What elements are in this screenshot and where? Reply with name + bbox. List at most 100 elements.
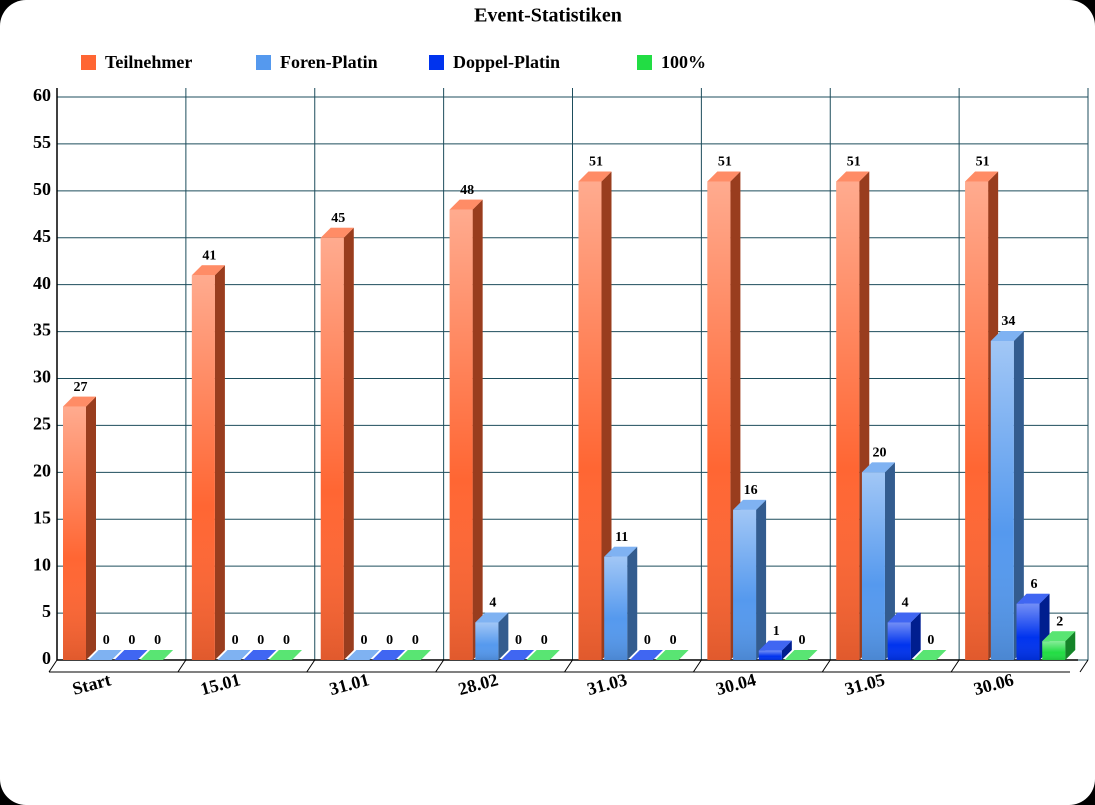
bar bbox=[578, 171, 612, 660]
x-tick bbox=[48, 659, 58, 673]
bar-top-shade bbox=[114, 650, 148, 660]
bar-side bbox=[343, 227, 354, 660]
bar-top bbox=[63, 396, 96, 407]
bar bbox=[965, 171, 999, 660]
y-tick-label: 15 bbox=[33, 507, 51, 527]
bar-top bbox=[784, 650, 818, 660]
y-tick-label: 50 bbox=[33, 179, 51, 199]
bar bbox=[1016, 593, 1050, 660]
y-tick-label: 45 bbox=[33, 226, 51, 246]
bar-side bbox=[627, 546, 638, 660]
bar-side-shade bbox=[86, 396, 96, 660]
value-label: 1 bbox=[773, 624, 780, 639]
bar-side-shade bbox=[601, 171, 612, 660]
bar-top bbox=[88, 650, 122, 660]
bar-top-shade bbox=[1016, 593, 1050, 604]
bar-side bbox=[1013, 330, 1024, 660]
bar-side bbox=[472, 199, 483, 660]
bar bbox=[784, 650, 818, 660]
bar-side bbox=[214, 265, 225, 660]
bar-front-shine bbox=[861, 472, 885, 660]
bar-top bbox=[372, 650, 406, 660]
value-label: 0 bbox=[515, 633, 522, 648]
legend-swatch bbox=[637, 55, 652, 70]
bar-side-shade bbox=[214, 265, 225, 660]
value-label: 0 bbox=[798, 633, 805, 648]
bar-top-shade bbox=[836, 171, 870, 182]
bar bbox=[63, 396, 96, 660]
bar-top-shade bbox=[784, 650, 818, 660]
bar-top bbox=[990, 330, 1024, 341]
bar-top-shade bbox=[243, 650, 277, 660]
bar-front-shine bbox=[758, 650, 782, 660]
bar-top-shade bbox=[268, 650, 302, 660]
bar-top bbox=[526, 650, 560, 660]
x-tick bbox=[692, 659, 702, 673]
bar-side-shade bbox=[498, 612, 509, 660]
y-tick-label: 25 bbox=[33, 414, 51, 434]
bar-front-shine bbox=[191, 275, 215, 660]
bar bbox=[217, 650, 251, 660]
bar-top-shade bbox=[397, 650, 431, 660]
value-label: 0 bbox=[360, 633, 367, 648]
bar-top-shade bbox=[861, 462, 895, 473]
value-label: 0 bbox=[541, 633, 548, 648]
legend-label: Teilnehmer bbox=[105, 52, 192, 72]
bar-front-shine bbox=[578, 181, 602, 660]
value-label: 4 bbox=[489, 596, 496, 611]
value-label: 0 bbox=[154, 633, 161, 648]
x-tick bbox=[564, 659, 573, 673]
legend-label: 100% bbox=[661, 52, 706, 72]
bar-top bbox=[397, 650, 431, 660]
bar bbox=[990, 330, 1024, 660]
value-label: 0 bbox=[670, 633, 677, 648]
value-label: 0 bbox=[927, 633, 934, 648]
x-tick bbox=[306, 659, 316, 673]
bar-side bbox=[1065, 631, 1076, 660]
bar-top-shade bbox=[707, 171, 741, 182]
chart-title: Event-Statistiken bbox=[474, 5, 622, 27]
bar bbox=[861, 462, 895, 660]
bar-front-shine bbox=[604, 556, 628, 660]
bar-top-shade bbox=[604, 546, 638, 557]
bar-top-shade bbox=[191, 265, 225, 276]
bar bbox=[140, 650, 174, 660]
value-label: 16 bbox=[744, 483, 758, 498]
bar bbox=[268, 650, 302, 660]
y-tick-label: 60 bbox=[33, 85, 51, 105]
x-tick bbox=[950, 659, 960, 673]
value-label: 0 bbox=[232, 633, 239, 648]
bar-front-shine bbox=[836, 181, 860, 660]
value-label: 0 bbox=[103, 633, 110, 648]
value-label: 51 bbox=[976, 155, 990, 170]
bar-side bbox=[910, 612, 921, 660]
legend-swatch bbox=[429, 55, 444, 70]
y-tick-label: 0 bbox=[42, 648, 51, 668]
bar-top bbox=[191, 265, 225, 276]
bar-side bbox=[86, 396, 96, 660]
y-tick-label: 40 bbox=[33, 273, 51, 293]
bar bbox=[604, 546, 638, 660]
bar-top bbox=[578, 171, 612, 182]
bar-top bbox=[114, 650, 148, 660]
bar-top-shade bbox=[758, 640, 792, 651]
bar bbox=[320, 227, 354, 660]
bar bbox=[526, 650, 560, 660]
value-label: 0 bbox=[386, 633, 393, 648]
bar-side-shade bbox=[884, 462, 895, 660]
legend-label: Doppel-Platin bbox=[453, 52, 560, 72]
bar-top-shade bbox=[88, 650, 122, 660]
value-label: 0 bbox=[412, 633, 419, 648]
x-tick bbox=[435, 659, 445, 673]
bar-side-shade bbox=[1065, 631, 1076, 660]
bar-side bbox=[781, 640, 792, 660]
bar-top bbox=[913, 650, 947, 660]
bar-top-shade bbox=[475, 612, 509, 623]
bar bbox=[191, 265, 225, 660]
legend-label: Foren-Platin bbox=[280, 52, 378, 72]
bar bbox=[733, 499, 767, 660]
bar-top bbox=[501, 650, 535, 660]
bar-top bbox=[604, 546, 638, 557]
bar-top bbox=[836, 171, 870, 182]
